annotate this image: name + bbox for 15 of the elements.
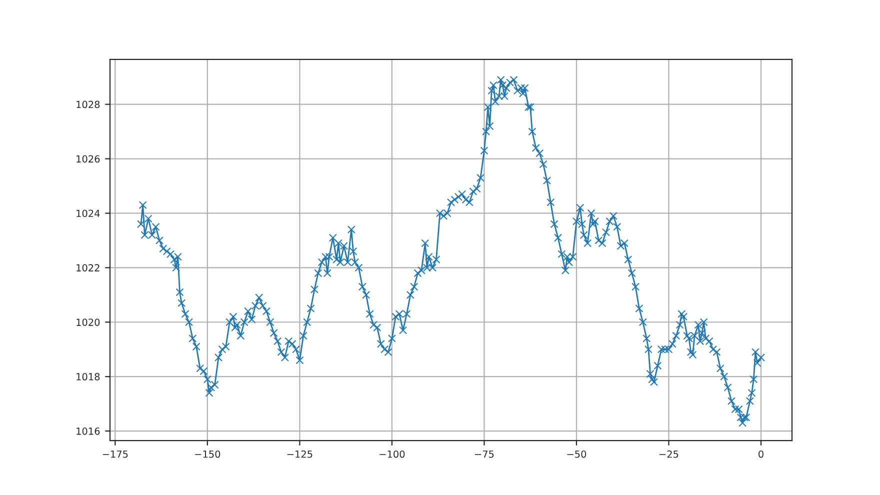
x-tick-label: 0 — [758, 450, 764, 458]
x-tick-label: −25 — [660, 450, 678, 458]
x-tick-label: −175 — [102, 450, 128, 458]
x-tick-label: −75 — [474, 450, 494, 458]
y-tick-label: 1026 — [76, 155, 100, 163]
y-tick-label: 1028 — [76, 100, 100, 108]
x-tick-label: −125 — [287, 450, 312, 458]
x-tick-label: −150 — [195, 450, 220, 458]
y-tick-label: 1016 — [76, 428, 100, 435]
y-tick-label: 1024 — [76, 210, 100, 218]
x-tick-label: −100 — [380, 450, 405, 458]
y-tick-label: 1022 — [76, 264, 100, 272]
y-tick-label: 1020 — [76, 318, 100, 326]
x-tick-label: −50 — [567, 450, 586, 458]
y-tick-label: 1018 — [76, 373, 100, 380]
